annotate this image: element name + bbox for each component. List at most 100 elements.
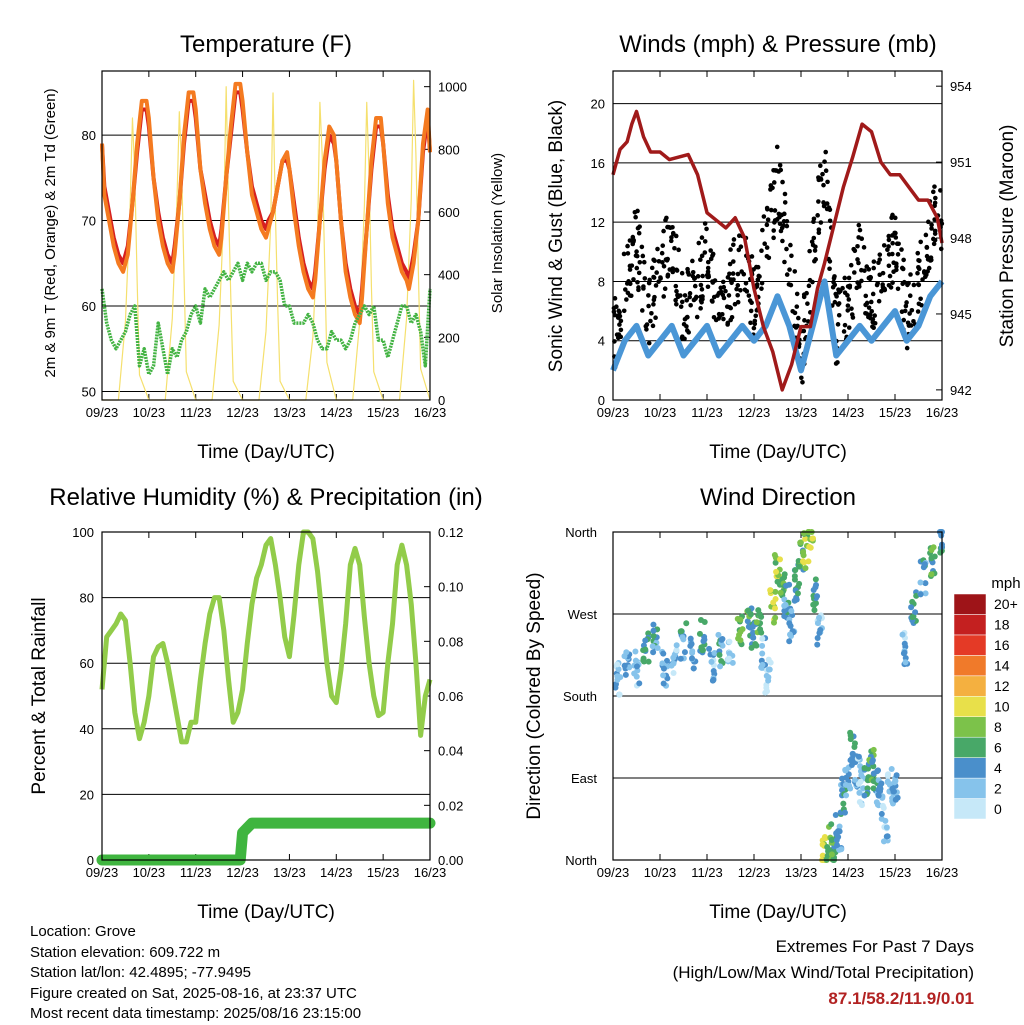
gust-point <box>700 273 705 279</box>
direction-point <box>851 776 858 783</box>
gust-point <box>642 276 648 281</box>
gust-point <box>682 293 688 298</box>
gust-point <box>842 322 848 328</box>
winds-pressure-panel: Winds (mph) & Pressure (mb) Time (Day/UT… <box>546 31 1018 463</box>
gust-point <box>651 257 656 263</box>
gust-point <box>759 248 764 254</box>
gust-point <box>630 234 636 240</box>
direction-point <box>649 643 656 650</box>
direction-point <box>681 649 688 656</box>
gust-point <box>827 207 833 213</box>
direction-point <box>690 665 697 672</box>
y-tick-label: North <box>565 525 597 540</box>
gust-point <box>716 290 722 296</box>
direction-point <box>899 631 906 638</box>
direction-point <box>772 559 779 566</box>
y-tick-label: 60 <box>80 656 94 671</box>
gust-point <box>709 298 715 304</box>
direction-point <box>777 556 784 563</box>
gust-point <box>832 299 838 305</box>
colorbar-swatch <box>953 593 987 615</box>
gust-point <box>835 360 840 365</box>
direction-point <box>795 558 802 565</box>
y-tick-label: 80 <box>82 128 96 143</box>
direction-point <box>698 644 705 651</box>
gust-point <box>932 231 938 236</box>
gust-point <box>734 286 739 292</box>
x-tick-label: 15/23 <box>367 405 400 420</box>
direction-point <box>683 620 690 627</box>
direction-point <box>809 535 816 542</box>
gust-point <box>866 305 872 310</box>
gust-point <box>721 316 726 322</box>
direction-point <box>750 634 757 641</box>
y-right-tick-label: 945 <box>950 307 972 322</box>
direction-point <box>930 544 937 551</box>
gust-point <box>728 317 733 323</box>
gust-point <box>924 245 930 250</box>
wind-direction-ylabel: Direction (Colored By Speed) <box>524 572 545 819</box>
x-tick-label: 15/23 <box>879 405 912 420</box>
direction-point <box>856 798 863 805</box>
x-tick-label: 14/23 <box>320 865 353 880</box>
gust-point <box>938 246 944 252</box>
gust-point <box>700 296 705 302</box>
x-tick-label: 10/23 <box>644 865 677 880</box>
gust-point <box>738 244 744 249</box>
gust-point <box>637 259 643 265</box>
gust-point <box>673 297 678 303</box>
gust-point <box>744 289 750 294</box>
gust-point <box>670 266 676 271</box>
x-tick-label: 12/23 <box>226 865 259 880</box>
gust-point <box>789 253 794 259</box>
direction-point <box>791 573 798 580</box>
gust-point <box>762 241 767 247</box>
direction-point <box>781 596 788 603</box>
direction-point <box>660 680 667 687</box>
gust-point <box>820 171 825 177</box>
series-station-pressure <box>611 109 944 392</box>
gust-point <box>801 292 807 297</box>
station-info: Location: Grove Station elevation: 609.7… <box>30 922 361 1025</box>
gust-point <box>893 230 898 236</box>
gust-point <box>684 297 690 303</box>
gust-point <box>682 316 688 322</box>
gust-point <box>845 303 851 308</box>
gust-point <box>921 269 927 274</box>
direction-point <box>737 616 744 623</box>
x-tick-label: 13/23 <box>273 405 306 420</box>
y-right-tick-label: 0 <box>438 393 445 408</box>
x-tick-label: 13/23 <box>273 865 306 880</box>
gust-point <box>835 302 841 307</box>
gust-point <box>920 277 925 282</box>
colorbar-swatch <box>953 655 987 677</box>
gust-point <box>706 272 711 278</box>
gust-point <box>857 227 863 233</box>
gust-point <box>699 287 705 292</box>
colorbar-tick-label: 2 <box>994 780 1002 796</box>
direction-point <box>843 792 850 799</box>
gust-point <box>812 248 818 253</box>
gust-point <box>896 241 901 247</box>
gust-point <box>755 277 761 283</box>
gust-point <box>816 177 822 183</box>
gust-point <box>636 287 641 293</box>
gust-point <box>842 290 848 296</box>
gust-point <box>641 284 646 289</box>
gust-point <box>827 218 833 224</box>
gust-point <box>818 163 823 169</box>
direction-point <box>909 598 916 605</box>
gust-point <box>894 261 899 267</box>
gust-point <box>926 265 932 271</box>
colorbar-swatch <box>953 716 987 738</box>
gust-point <box>848 262 854 268</box>
gust-point <box>915 270 920 276</box>
series-2m-t <box>100 81 432 326</box>
winds-ylabel: Sonic Wind & Gust (Blue, Black) <box>546 100 567 372</box>
gust-point <box>778 167 784 173</box>
gust-point <box>627 267 633 272</box>
y-tick-label: 8 <box>598 274 605 289</box>
gust-point <box>614 332 620 337</box>
gust-point <box>932 237 938 243</box>
direction-point <box>819 841 826 848</box>
